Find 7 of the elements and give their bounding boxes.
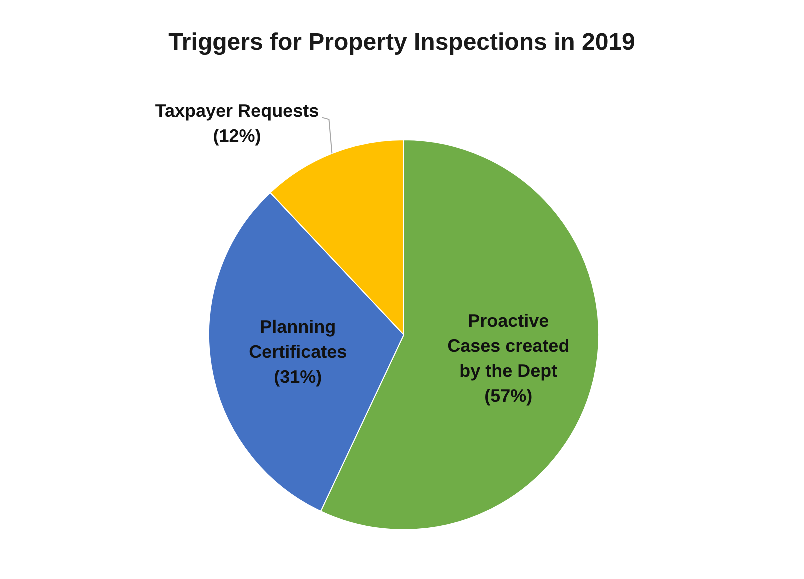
slice-label: Proactive Cases created by the Dept [448, 310, 570, 381]
chart-title: Triggers for Property Inspections in 2019 [168, 29, 636, 56]
slice-label: Taxpayer Requests [155, 101, 320, 122]
data-label: (57%) [484, 386, 533, 406]
data-label: (31%) [274, 366, 322, 387]
slice-label: Planning Certificates [249, 316, 348, 362]
data-label: (12%) [213, 126, 262, 146]
